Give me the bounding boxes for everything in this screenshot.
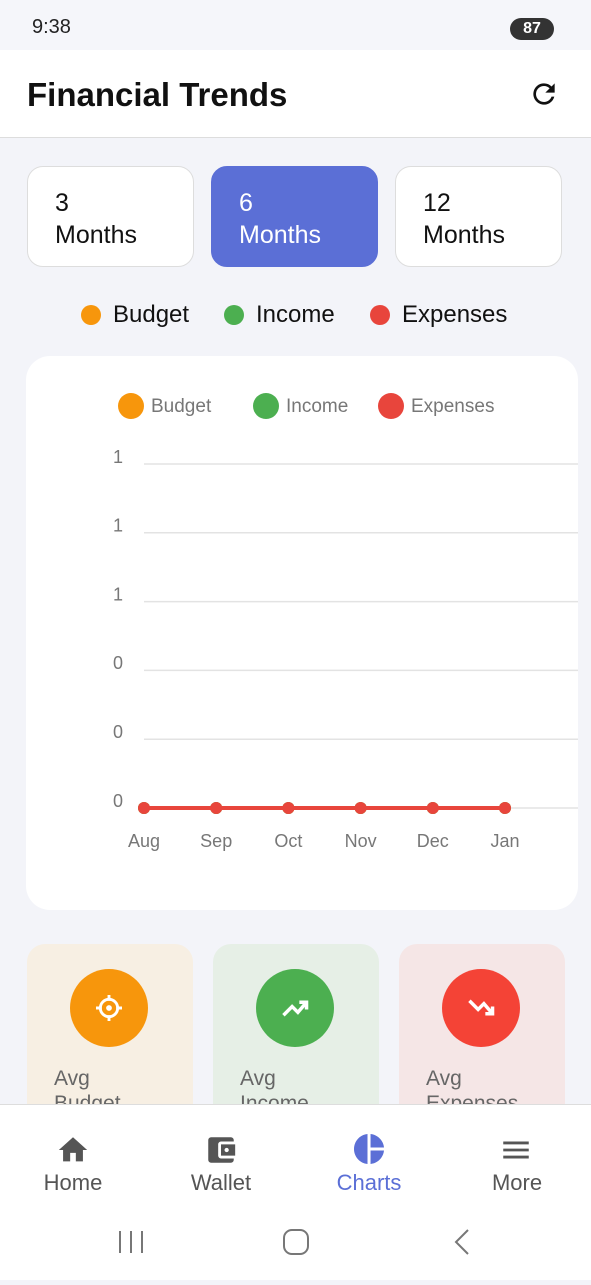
legend-dot (224, 305, 244, 325)
data-point (499, 802, 511, 814)
stat-glyph (468, 999, 495, 1016)
x-tick-label: Sep (200, 831, 232, 851)
nav-item[interactable]: Wallet (190, 1170, 252, 1195)
nav-item[interactable]: Charts (336, 1170, 402, 1195)
legend-label: Budget (151, 396, 212, 417)
legend-dot (81, 305, 101, 325)
legend-dot (118, 393, 144, 419)
bottom-nav (0, 1104, 591, 1216)
data-point (282, 802, 295, 814)
y-tick-label: 1 (113, 584, 123, 604)
legend-item: Expenses (370, 300, 507, 330)
stat-icon (70, 969, 148, 1047)
period-unit: Months (55, 221, 137, 249)
system-nav-icons (119, 1229, 469, 1255)
legend-label: Income (256, 301, 335, 328)
legend-dot (370, 305, 390, 325)
period-number: 3 (55, 189, 69, 217)
legend-label: Expenses (402, 301, 508, 328)
more-icon (503, 1141, 529, 1159)
home-icon (58, 1137, 88, 1162)
chart: Budget Income Expenses 0 0 0 1 1 1 Aug Sep Oct Nov De… (113, 393, 578, 851)
period-number: 12 (423, 189, 451, 217)
data-point (210, 802, 223, 814)
legend-item: Budget (81, 300, 189, 330)
legend-dot (253, 393, 279, 419)
legend-label: Budget (113, 301, 190, 328)
y-tick-label: 1 (113, 516, 123, 536)
legend-label: Income (286, 396, 348, 417)
x-tick-label: Oct (274, 831, 302, 851)
period-number: 6 (239, 189, 253, 217)
clock: 9:38 (32, 16, 71, 38)
x-tick-label: Dec (417, 831, 449, 851)
period-button[interactable]: 12 Months (395, 166, 562, 267)
stat-icon (442, 969, 520, 1047)
header: Financial Trends (0, 50, 591, 138)
y-tick-label: 0 (113, 791, 123, 811)
system-nav (0, 1215, 591, 1280)
nav-item[interactable]: More (491, 1170, 543, 1195)
charts-icon (354, 1134, 384, 1164)
legend-label: Expenses (411, 396, 494, 417)
data-point (426, 802, 439, 814)
stat-glyph (282, 1000, 309, 1017)
wallet-icon (208, 1137, 236, 1163)
page-title: Financial Trends (27, 76, 288, 113)
period-button[interactable]: 3 Months (27, 166, 194, 267)
period-unit: Months (423, 221, 505, 249)
y-tick-label: 0 (113, 653, 123, 673)
period-button[interactable]: 6 Months (211, 166, 378, 267)
chart-card: Budget Income Expenses 0 0 0 1 1 1 Aug Sep Oct Nov De… (26, 356, 578, 910)
stat-icon (256, 969, 334, 1047)
legend-dot (378, 393, 404, 419)
x-tick-label: Jan (490, 831, 519, 851)
battery: 87 (510, 18, 554, 40)
data-point (138, 802, 150, 814)
nav-item[interactable]: Home (43, 1170, 103, 1195)
stat-glyph (96, 995, 122, 1021)
period-unit: Months (239, 221, 321, 249)
x-tick-label: Aug (128, 831, 160, 851)
status-bar: 9:38 87 (0, 0, 591, 50)
x-tick-label: Nov (345, 831, 377, 851)
refresh-button[interactable] (528, 78, 560, 110)
y-tick-label: 1 (113, 447, 123, 467)
data-point (354, 802, 367, 814)
y-tick-label: 0 (113, 722, 123, 742)
legend-item: Income (224, 300, 335, 330)
